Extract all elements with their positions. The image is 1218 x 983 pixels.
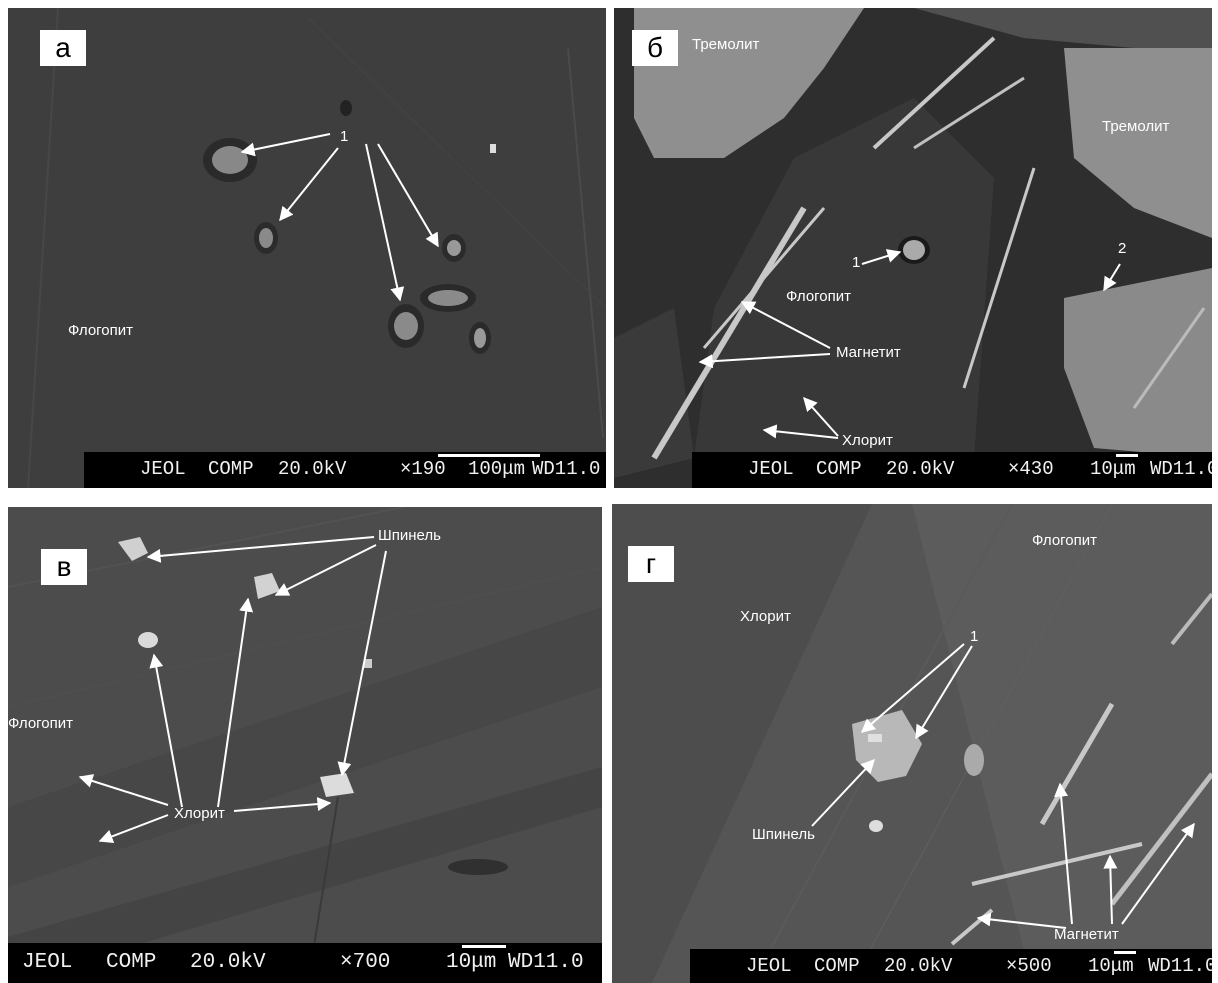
panel-letter-b: б <box>632 30 678 66</box>
instrument-brand: JEOL <box>748 458 794 480</box>
label-1-b: 1 <box>852 254 861 271</box>
accelerating-voltage: 20.0kV <box>884 955 953 977</box>
sem-image-b <box>614 8 1212 488</box>
label-magnetite-g: Магнетит <box>1054 926 1119 943</box>
label-tremolite-1: Тремолит <box>692 36 760 53</box>
magnification: ×190 <box>400 458 446 480</box>
panel-letter-g: г <box>628 546 674 582</box>
panel-letter-a: а <box>40 30 86 66</box>
sem-info-bar-g: JEOL COMP 20.0kV ×500 10μm WD11.0 <box>690 949 1212 983</box>
label-phlogopite-g: Флогопит <box>1032 532 1098 549</box>
scale-value: 10μm <box>1090 458 1136 480</box>
accelerating-voltage: 20.0kV <box>190 951 266 974</box>
sem-info-bar-b: JEOL COMP 20.0kV ×430 10μm WD11.0 <box>692 452 1212 488</box>
sem-image-a <box>8 8 606 488</box>
detector-mode: COMP <box>816 458 862 480</box>
label-spinel-v: Шпинель <box>378 527 441 544</box>
sem-panel-a: а 1 Флогопит JEOL COMP 20.0kV ×190 100μm… <box>8 8 606 488</box>
magnification: ×500 <box>1006 955 1052 977</box>
label-chlorite-v: Хлорит <box>174 805 225 822</box>
label-phlogopite-v: Флогопит <box>8 715 74 732</box>
label-2-b: 2 <box>1118 240 1127 257</box>
scale-value: 10μm <box>1088 955 1134 977</box>
working-distance: WD11.0 <box>508 951 584 974</box>
working-distance: WD11.0 <box>1150 458 1212 480</box>
scale-bar <box>462 945 506 948</box>
accelerating-voltage: 20.0kV <box>886 458 955 480</box>
label-1-g: 1 <box>970 628 979 645</box>
label-magnetite-b: Магнетит <box>836 344 901 361</box>
sem-panel-v: в Шпинель Флогопит Хлорит JEOL COMP 20.0… <box>8 507 602 983</box>
instrument-brand: JEOL <box>746 955 792 977</box>
sem-info-bar-a: JEOL COMP 20.0kV ×190 100μm WD11.0 <box>84 452 606 488</box>
working-distance: WD11.0 <box>1148 955 1212 977</box>
sem-image-g <box>612 504 1212 983</box>
panel-letter-v: в <box>41 549 87 585</box>
sem-panel-b: б Тремолит Тремолит 1 2 Флогопит Магнети… <box>614 8 1212 488</box>
scale-bar <box>1116 454 1138 457</box>
label-phlogopite-b: Флогопит <box>786 288 852 305</box>
label-1-a: 1 <box>340 128 349 145</box>
scale-value: 100μm <box>468 458 526 480</box>
scale-bar <box>438 454 540 457</box>
sem-info-bar-v: JEOL COMP 20.0kV ×700 10μm WD11.0 <box>8 943 602 983</box>
sem-image-v <box>8 507 602 983</box>
magnification: ×430 <box>1008 458 1054 480</box>
scale-value: 10μm <box>446 951 497 974</box>
label-chlorite-b: Хлорит <box>842 432 893 449</box>
detector-mode: COMP <box>208 458 254 480</box>
label-tremolite-2: Тремолит <box>1102 118 1170 135</box>
working-distance: WD11.0 <box>532 458 601 480</box>
instrument-brand: JEOL <box>22 951 73 974</box>
label-spinel-g: Шпинель <box>752 826 815 843</box>
detector-mode: COMP <box>814 955 860 977</box>
scale-bar <box>1114 951 1136 954</box>
label-chlorite-g: Хлорит <box>740 608 791 625</box>
accelerating-voltage: 20.0kV <box>278 458 347 480</box>
instrument-brand: JEOL <box>140 458 186 480</box>
magnification: ×700 <box>340 951 391 974</box>
detector-mode: COMP <box>106 951 157 974</box>
sem-panel-g: г Флогопит Хлорит 1 Шпинель Магнетит JEO… <box>612 504 1212 983</box>
label-phlogopite-a: Флогопит <box>68 322 134 339</box>
